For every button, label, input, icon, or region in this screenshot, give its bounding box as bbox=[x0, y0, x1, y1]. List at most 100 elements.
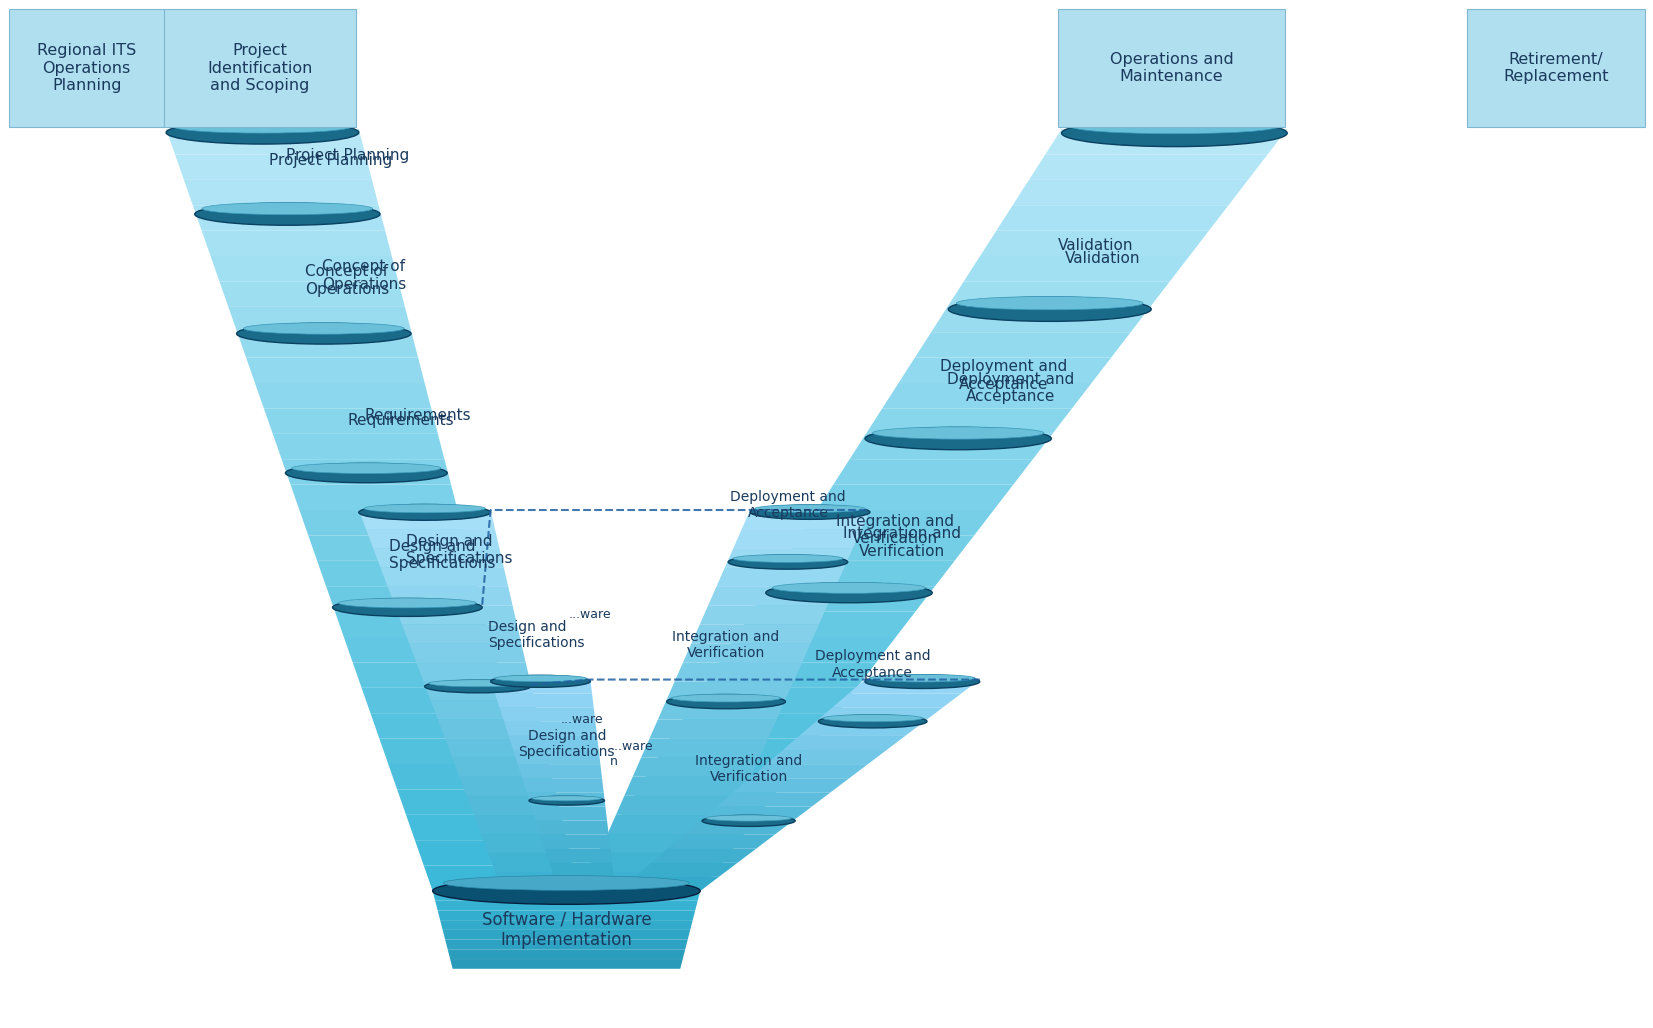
Text: Deployment and
Acceptance: Deployment and Acceptance bbox=[731, 490, 846, 520]
Ellipse shape bbox=[332, 598, 483, 617]
Polygon shape bbox=[299, 510, 464, 536]
Text: Design and
Specifications: Design and Specifications bbox=[405, 534, 512, 566]
Ellipse shape bbox=[823, 714, 922, 722]
Polygon shape bbox=[433, 891, 701, 901]
Polygon shape bbox=[509, 736, 598, 750]
Polygon shape bbox=[784, 736, 906, 750]
Polygon shape bbox=[175, 154, 372, 180]
Ellipse shape bbox=[425, 681, 531, 693]
Polygon shape bbox=[684, 820, 793, 835]
Polygon shape bbox=[997, 206, 1228, 230]
Polygon shape bbox=[798, 722, 924, 736]
Polygon shape bbox=[701, 806, 812, 820]
Polygon shape bbox=[370, 713, 517, 738]
Polygon shape bbox=[914, 332, 1131, 358]
Text: Concept of
Operations: Concept of Operations bbox=[322, 259, 407, 292]
Polygon shape bbox=[1028, 154, 1268, 180]
Polygon shape bbox=[448, 949, 686, 959]
Polygon shape bbox=[281, 460, 451, 484]
Polygon shape bbox=[326, 586, 484, 612]
Polygon shape bbox=[417, 662, 531, 682]
Ellipse shape bbox=[359, 505, 491, 520]
Ellipse shape bbox=[236, 323, 412, 344]
Ellipse shape bbox=[339, 598, 476, 608]
Polygon shape bbox=[450, 959, 683, 968]
Ellipse shape bbox=[772, 582, 926, 593]
Text: Integration and
Verification: Integration and Verification bbox=[673, 629, 780, 660]
Text: Project Planning: Project Planning bbox=[286, 148, 408, 163]
Text: Deployment and
Acceptance: Deployment and Acceptance bbox=[941, 359, 1068, 392]
Polygon shape bbox=[397, 790, 537, 815]
Polygon shape bbox=[736, 612, 916, 637]
Polygon shape bbox=[527, 793, 605, 806]
Polygon shape bbox=[598, 834, 726, 853]
Polygon shape bbox=[445, 738, 547, 758]
Polygon shape bbox=[431, 700, 539, 720]
Polygon shape bbox=[453, 758, 552, 777]
Polygon shape bbox=[549, 862, 613, 877]
Polygon shape bbox=[220, 282, 405, 306]
Polygon shape bbox=[582, 872, 709, 891]
Polygon shape bbox=[291, 484, 458, 510]
Polygon shape bbox=[255, 383, 431, 408]
Text: Integration and
Verification: Integration and Verification bbox=[836, 514, 954, 546]
Text: Integration and
Verification: Integration and Verification bbox=[694, 755, 802, 784]
Polygon shape bbox=[605, 815, 759, 840]
Polygon shape bbox=[703, 662, 876, 688]
Polygon shape bbox=[202, 230, 392, 256]
Polygon shape bbox=[491, 680, 592, 694]
Ellipse shape bbox=[364, 504, 486, 513]
Polygon shape bbox=[617, 796, 742, 815]
Ellipse shape bbox=[1061, 119, 1288, 147]
Polygon shape bbox=[481, 834, 570, 853]
Polygon shape bbox=[651, 849, 755, 862]
Polygon shape bbox=[435, 901, 698, 911]
FancyBboxPatch shape bbox=[10, 9, 164, 127]
Text: Requirements: Requirements bbox=[347, 413, 455, 428]
Text: Design and
Specifications: Design and Specifications bbox=[519, 729, 615, 760]
Ellipse shape bbox=[443, 876, 689, 890]
Polygon shape bbox=[767, 750, 886, 764]
Ellipse shape bbox=[755, 505, 865, 513]
Ellipse shape bbox=[1071, 119, 1278, 134]
Polygon shape bbox=[496, 694, 593, 707]
Polygon shape bbox=[752, 586, 936, 612]
Polygon shape bbox=[344, 637, 498, 662]
Text: Design and
Specifications: Design and Specifications bbox=[388, 539, 496, 572]
Text: Operations and
Maintenance: Operations and Maintenance bbox=[1109, 52, 1233, 84]
Polygon shape bbox=[608, 815, 734, 834]
Polygon shape bbox=[848, 680, 980, 694]
Polygon shape bbox=[387, 586, 512, 605]
Polygon shape bbox=[443, 930, 691, 940]
Text: Concept of
Operations: Concept of Operations bbox=[306, 264, 390, 297]
Polygon shape bbox=[717, 793, 831, 806]
Ellipse shape bbox=[494, 675, 587, 682]
Polygon shape bbox=[165, 130, 365, 154]
Polygon shape bbox=[588, 840, 739, 866]
Polygon shape bbox=[625, 777, 750, 796]
Polygon shape bbox=[545, 849, 612, 862]
Polygon shape bbox=[438, 720, 544, 738]
Ellipse shape bbox=[706, 815, 792, 821]
Polygon shape bbox=[504, 722, 597, 736]
Polygon shape bbox=[264, 408, 438, 434]
Ellipse shape bbox=[865, 674, 980, 689]
Polygon shape bbox=[531, 806, 607, 820]
Polygon shape bbox=[359, 510, 494, 529]
Polygon shape bbox=[590, 853, 717, 872]
Polygon shape bbox=[1045, 130, 1288, 154]
Polygon shape bbox=[683, 644, 810, 662]
Text: Project
Identification
and Scoping: Project Identification and Scoping bbox=[207, 43, 312, 94]
Polygon shape bbox=[193, 206, 385, 230]
Polygon shape bbox=[554, 877, 615, 891]
Polygon shape bbox=[402, 624, 521, 644]
Polygon shape bbox=[669, 713, 836, 738]
Polygon shape bbox=[440, 920, 693, 930]
Polygon shape bbox=[460, 777, 557, 796]
Polygon shape bbox=[638, 764, 798, 790]
Polygon shape bbox=[352, 662, 504, 688]
Polygon shape bbox=[833, 460, 1033, 484]
Ellipse shape bbox=[243, 323, 403, 334]
Polygon shape bbox=[379, 738, 524, 764]
Polygon shape bbox=[734, 778, 850, 793]
